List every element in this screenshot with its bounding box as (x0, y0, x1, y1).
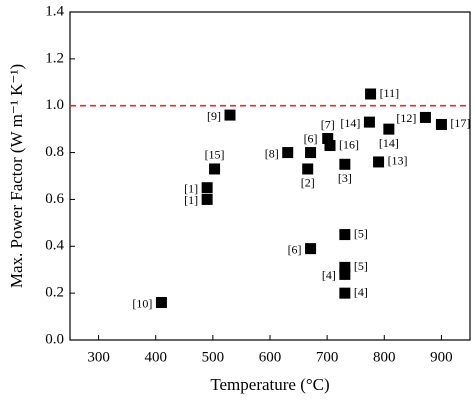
point-label: [10] (132, 296, 152, 310)
point-label: [6] (304, 131, 318, 145)
point (305, 147, 317, 159)
point (282, 147, 294, 159)
point-label: [6] (288, 242, 302, 256)
point-label: [17] (450, 116, 470, 130)
x-tick-label: 900 (430, 349, 453, 365)
x-tick-label: 300 (87, 349, 110, 365)
point-label: [15] (205, 148, 225, 162)
point-label: [13] (388, 154, 408, 168)
point (339, 261, 351, 273)
point (305, 243, 317, 255)
point-label: [14] (340, 116, 360, 130)
x-tick-label: 400 (144, 349, 167, 365)
plot-frame (69, 11, 471, 341)
point (373, 156, 385, 168)
point (339, 158, 351, 170)
point (339, 287, 351, 299)
point (209, 163, 221, 175)
y-tick-label: 1.4 (45, 3, 64, 19)
point-label: [4] (354, 285, 368, 299)
point-label: [11] (380, 86, 400, 100)
point-label: [14] (379, 136, 399, 150)
point-label: [16] (339, 137, 359, 151)
point (201, 193, 213, 205)
point (339, 268, 351, 280)
y-tick-label: 1.2 (45, 50, 64, 66)
point (383, 123, 395, 135)
point (324, 140, 336, 152)
point-label: [1] (184, 193, 198, 207)
point (302, 163, 314, 175)
point (435, 118, 447, 130)
x-tick-label: 800 (373, 349, 396, 365)
y-axis-label: Max. Power Factor (W m⁻¹ K⁻¹) (7, 64, 26, 288)
y-tick-label: 0.8 (45, 144, 64, 160)
point (419, 111, 431, 123)
point-label: [4] (322, 268, 336, 282)
point-label: [1] (184, 181, 198, 195)
point-label: [5] (354, 259, 368, 273)
point (365, 88, 377, 100)
point (322, 133, 334, 145)
point-label: [8] (265, 146, 279, 160)
point (224, 109, 236, 121)
point-label: [5] (354, 226, 368, 240)
x-tick-label: 500 (202, 349, 225, 365)
y-tick-label: 1.0 (45, 97, 64, 113)
point-label: [2] (301, 176, 315, 190)
x-tick-label: 600 (259, 349, 282, 365)
point (201, 182, 213, 194)
point (339, 229, 351, 241)
y-tick-label: 0.4 (45, 238, 64, 254)
x-tick-label: 700 (316, 349, 339, 365)
y-tick-label: 0.0 (45, 331, 64, 347)
x-axis-label: Temperature (°C) (210, 375, 329, 394)
y-tick-label: 0.6 (45, 191, 64, 207)
point (363, 116, 375, 128)
point-label: [7] (321, 117, 335, 131)
point-label: [9] (207, 109, 221, 123)
point (155, 297, 167, 309)
y-tick-label: 0.2 (45, 285, 64, 301)
point-label: [3] (338, 171, 352, 185)
point-label: [12] (396, 111, 416, 125)
